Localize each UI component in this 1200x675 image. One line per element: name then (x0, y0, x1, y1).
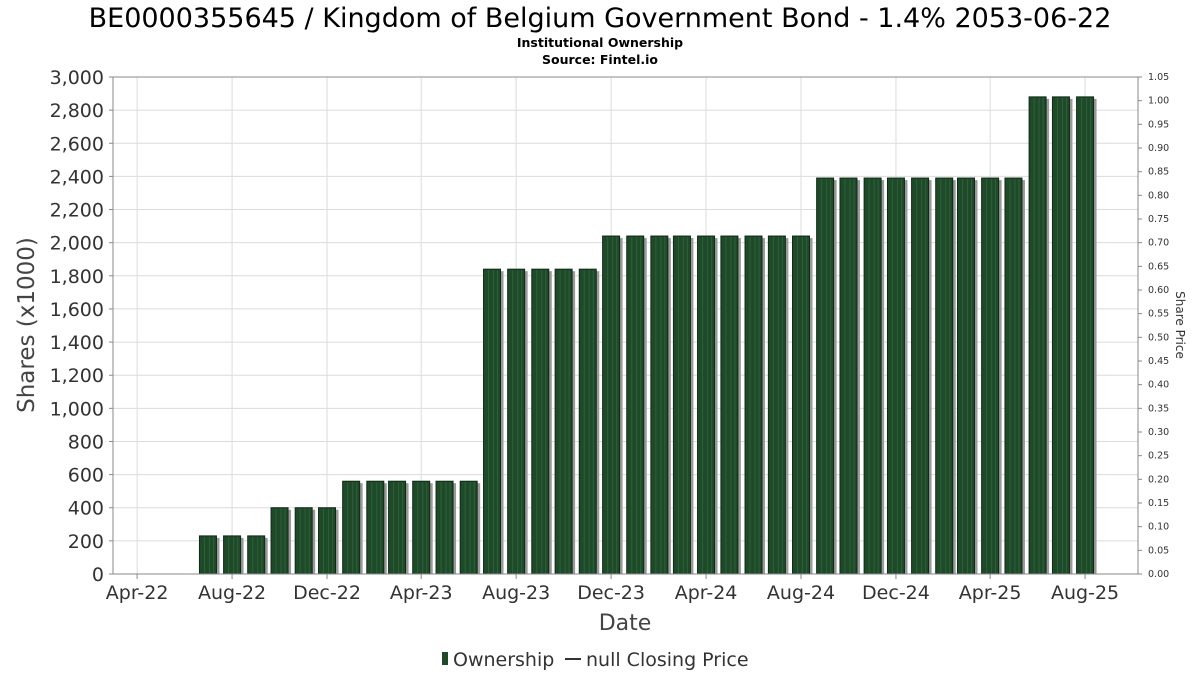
x-tick-label: Aug-22 (198, 582, 266, 604)
y-tick-label: 800 (68, 431, 104, 453)
y-tick-label: 2,600 (50, 133, 104, 155)
y2-axis-title: Share Price (1173, 291, 1187, 359)
y-tick-label: 1,600 (50, 299, 104, 321)
y2-tick-label: 0.95 (1148, 119, 1169, 130)
y2-tick-label: 0.75 (1148, 214, 1169, 225)
y-tick-label: 1,400 (50, 332, 104, 354)
y-tick-label: 1,800 (50, 266, 104, 288)
x-axis-title: Date (599, 611, 652, 636)
y2-tick-label: 0.85 (1148, 167, 1169, 178)
x-tick-label: Dec-23 (577, 582, 645, 604)
y-tick-label: 600 (68, 465, 104, 487)
legend-ownership-swatch (442, 652, 448, 665)
y2-tick-label: 1.00 (1148, 96, 1169, 107)
y2-tick-label: 0.30 (1148, 427, 1169, 438)
x-tick-label: Aug-24 (767, 582, 835, 604)
y-tick-label: 200 (68, 531, 104, 553)
y-axis-title: Shares (x1000) (14, 237, 40, 413)
plot-area (112, 76, 1139, 575)
y2-tick-label: 0.15 (1148, 498, 1169, 509)
y2-tick-label: 0.00 (1148, 569, 1169, 580)
y-tick-label: 0 (92, 564, 104, 586)
bars (198, 96, 1097, 575)
legend-ownership-label: Ownership (453, 649, 554, 671)
y2-tick-label: 1.05 (1148, 72, 1169, 83)
x-tick-label: Apr-23 (390, 582, 453, 604)
x-tick-label: Dec-22 (293, 582, 361, 604)
y-tick-label: 1,000 (50, 398, 104, 420)
x-tick-label: Dec-24 (862, 582, 930, 604)
x-tick-label: Apr-25 (959, 582, 1022, 604)
y-tick-label: 3,000 (50, 67, 104, 89)
y-tick-label: 2,800 (50, 100, 104, 122)
y2-tick-label: 0.50 (1148, 332, 1169, 343)
x-tick-label: Aug-23 (482, 582, 550, 604)
chart-source: Source: Fintel.io (542, 52, 658, 67)
y2-tick-label: 0.55 (1148, 309, 1169, 320)
y2-tick-label: 0.65 (1148, 261, 1169, 272)
y2-tick-label: 0.80 (1148, 190, 1169, 201)
y2-tick-label: 0.60 (1148, 285, 1169, 296)
y-tick-label: 2,200 (50, 200, 104, 222)
y-tick-label: 400 (68, 498, 104, 520)
y2-tick-label: 0.45 (1148, 356, 1169, 367)
y-tick-label: 2,400 (50, 166, 104, 188)
y2-tick-label: 0.25 (1148, 451, 1169, 462)
left-axis-ticks: 0 200 400 600 800 1,000 1,200 1,400 1,600 1,800 2,… (50, 67, 113, 586)
x-tick-label: Aug-25 (1051, 582, 1119, 604)
y2-tick-label: 0.10 (1148, 522, 1169, 533)
legend-price-label: null Closing Price (586, 649, 749, 671)
y-tick-label: 1,200 (50, 365, 104, 387)
chart-title: BE0000355645 / Kingdom of Belgium Govern… (89, 3, 1112, 34)
right-axis-ticks: 0.00 0.05 0.10 0.15 0.20 0.25 0.30 0.35 0.40 0.45… (1138, 72, 1169, 580)
x-tick-label: Apr-24 (675, 582, 738, 604)
x-axis-ticks: Apr-22 Aug-22 Dec-22 Apr-23 Aug-23 Dec-23 Apr-… (106, 574, 1119, 604)
y2-tick-label: 0.05 (1148, 545, 1169, 556)
y2-tick-label: 0.70 (1148, 238, 1169, 249)
y-tick-label: 2,000 (50, 233, 104, 255)
legend: Ownership null Closing Price (442, 649, 749, 671)
y2-tick-label: 0.90 (1148, 143, 1169, 154)
y2-tick-label: 0.40 (1148, 380, 1169, 391)
y2-tick-label: 0.20 (1148, 474, 1169, 485)
y2-tick-label: 0.35 (1148, 403, 1169, 414)
x-tick-label: Apr-22 (106, 582, 169, 604)
chart-subtitle: Institutional Ownership (517, 35, 683, 50)
